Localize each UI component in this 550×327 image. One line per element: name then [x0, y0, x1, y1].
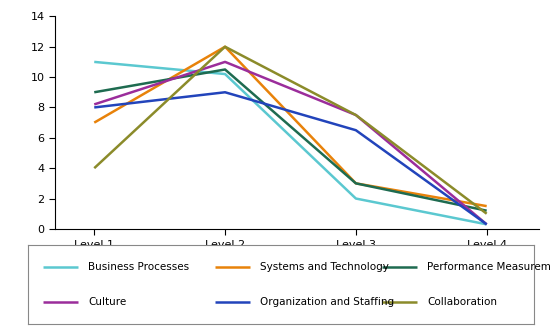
Text: Collaboration: Collaboration: [427, 297, 497, 307]
Text: Performance Measurement: Performance Measurement: [427, 262, 550, 272]
Text: Culture: Culture: [88, 297, 126, 307]
Text: Systems and Technology: Systems and Technology: [260, 262, 389, 272]
Text: Organization and Staffing: Organization and Staffing: [260, 297, 394, 307]
Text: Business Processes: Business Processes: [88, 262, 189, 272]
